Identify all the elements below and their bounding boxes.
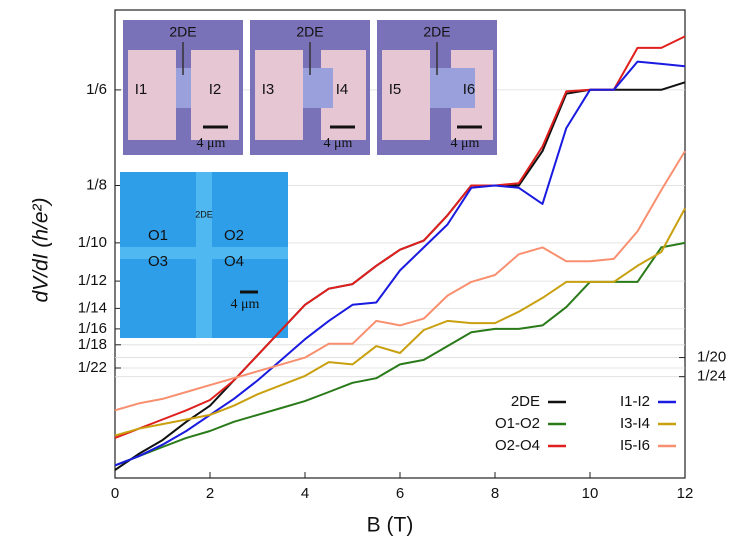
inset-label: 2DE — [169, 24, 196, 40]
inset-label: 2DE — [423, 24, 450, 40]
series-line — [114, 207, 686, 437]
y-tick-label: 1/22 — [78, 359, 107, 376]
x-tick-label: 0 — [111, 485, 119, 502]
x-axis-label: B (T) — [367, 514, 414, 537]
inset-label: I1 — [135, 81, 148, 98]
inset-label: 2DE — [296, 24, 323, 40]
x-tick-label: 8 — [491, 485, 499, 502]
inset-label: O2 — [224, 227, 244, 244]
x-tick-label: 4 — [301, 485, 309, 502]
legend-label: O1-O2 — [495, 415, 540, 432]
legend-label: O2-O4 — [495, 437, 540, 454]
inset-label: I3 — [262, 81, 275, 98]
inset-label: I2 — [209, 81, 222, 98]
y-tick-label: 1/12 — [78, 272, 107, 289]
legend-label: 2DE — [511, 393, 540, 410]
y2-tick-label: 1/20 — [697, 349, 726, 366]
inset-label: O3 — [148, 253, 168, 270]
inset-channel — [176, 68, 191, 108]
inset-electrode — [128, 50, 176, 140]
y-tick-label: 1/10 — [78, 234, 107, 251]
y2-tick-label: 1/24 — [697, 368, 726, 385]
y-tick-label: 1/16 — [78, 320, 107, 337]
y-axis-label: dV/dI (h/e²) — [30, 197, 53, 302]
inset-label: 4 μm — [324, 136, 353, 151]
inset-electrode — [191, 50, 239, 140]
x-tick-label: 2 — [206, 485, 214, 502]
inset-label: O4 — [224, 253, 244, 270]
y-tick-label: 1/8 — [86, 176, 107, 193]
legend-label: I5-I6 — [620, 437, 650, 454]
inset-electrode — [382, 50, 430, 140]
series-line — [114, 150, 686, 412]
inset-label: O1 — [148, 227, 168, 244]
x-tick-label: 10 — [582, 485, 599, 502]
inset-label: 2DE — [195, 209, 213, 219]
legend-label: I1-I2 — [620, 393, 650, 410]
inset-label: I6 — [463, 81, 476, 98]
inset-channel — [303, 68, 333, 108]
inset-electrode — [255, 50, 303, 140]
y-tick-label: 1/14 — [78, 299, 107, 316]
y-tick-label: 1/6 — [86, 81, 107, 98]
inset-label: I4 — [336, 81, 349, 98]
inset-label: I5 — [389, 81, 402, 98]
inset-label: 4 μm — [451, 136, 480, 151]
x-tick-label: 6 — [396, 485, 404, 502]
inset-label: 4 μm — [231, 297, 260, 312]
y-tick-label: 1/18 — [78, 336, 107, 353]
x-tick-label: 12 — [677, 485, 694, 502]
legend-label: I3-I4 — [620, 415, 650, 432]
inset-channel — [120, 247, 288, 259]
inset-label: 4 μm — [197, 136, 226, 151]
